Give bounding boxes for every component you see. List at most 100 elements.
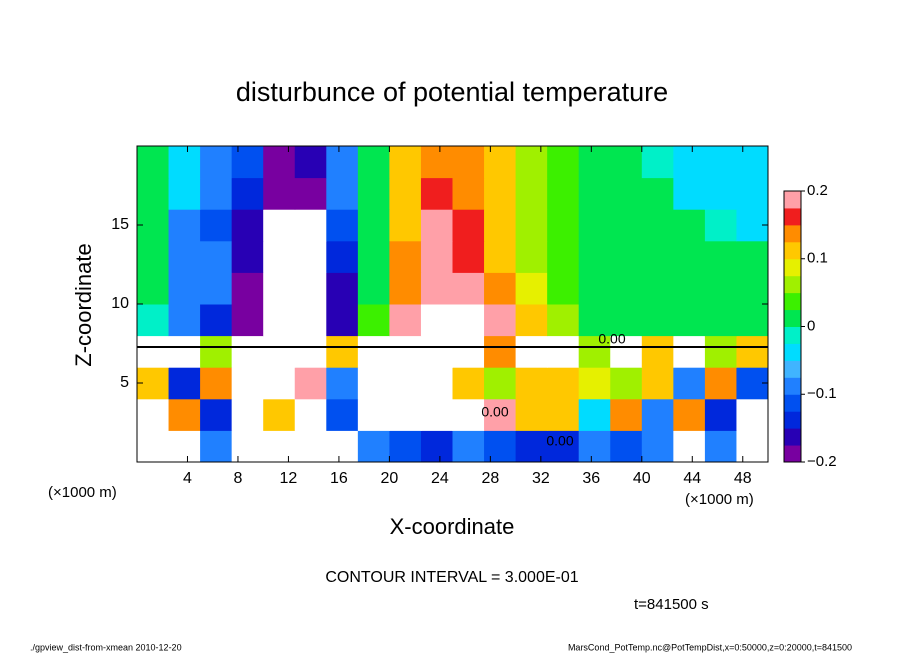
field-cell xyxy=(389,146,422,179)
field-cell xyxy=(547,177,580,210)
field-cell xyxy=(515,177,548,210)
field-cell xyxy=(578,304,611,337)
field-cell xyxy=(168,146,201,179)
contour-label: 0.00 xyxy=(481,404,508,420)
colorbar-band xyxy=(784,360,801,378)
field-cell xyxy=(263,367,296,400)
x-tick-label: 44 xyxy=(683,470,701,487)
field-cell xyxy=(200,240,233,273)
field-cell xyxy=(357,367,390,400)
field-cell xyxy=(673,209,706,242)
field-cell xyxy=(704,240,737,273)
field-cell xyxy=(326,367,359,400)
field-cell xyxy=(420,335,453,368)
field-cell xyxy=(736,398,769,431)
field-cell xyxy=(294,146,327,179)
field-cell xyxy=(452,272,485,305)
y-unit: (×1000 m) xyxy=(48,484,117,501)
colorbar-band xyxy=(784,309,801,327)
field-cell xyxy=(736,177,769,210)
field-cell xyxy=(452,209,485,242)
field-cell xyxy=(420,240,453,273)
field-cell xyxy=(137,304,170,337)
field-cell xyxy=(137,146,170,179)
field-cell xyxy=(641,367,674,400)
field-cell xyxy=(357,272,390,305)
field-cell xyxy=(641,209,674,242)
field-cell xyxy=(263,304,296,337)
field-cell xyxy=(704,272,737,305)
footer-left: ./gpview_dist-from-xmean 2010-12-20 xyxy=(30,642,182,652)
field-cell xyxy=(326,177,359,210)
field-cell xyxy=(641,398,674,431)
field-cell xyxy=(326,240,359,273)
colorbar-band xyxy=(784,207,801,226)
field-cell xyxy=(420,367,453,400)
field-cell xyxy=(294,398,327,431)
field-cell xyxy=(200,272,233,305)
field-cell xyxy=(168,209,201,242)
field-cell xyxy=(263,430,296,463)
x-tick-label: 8 xyxy=(234,470,243,487)
field-cell xyxy=(484,272,517,305)
field-cell xyxy=(420,272,453,305)
field-cell xyxy=(704,146,737,179)
field-cell xyxy=(200,146,233,179)
colorbar-band xyxy=(784,326,801,344)
field-cell xyxy=(294,367,327,400)
field-cell xyxy=(263,240,296,273)
field-cell xyxy=(357,335,390,368)
field-cell xyxy=(137,240,170,273)
field-cell xyxy=(547,272,580,305)
field-cell xyxy=(263,209,296,242)
field-cell xyxy=(294,240,327,273)
field-cell xyxy=(452,240,485,273)
field-cell xyxy=(484,398,517,431)
colorbar-band xyxy=(784,445,801,463)
field-cell xyxy=(357,398,390,431)
field-cell xyxy=(704,304,737,337)
field-cell xyxy=(610,146,643,179)
field-cell xyxy=(168,304,201,337)
field-cell xyxy=(452,367,485,400)
field-cell xyxy=(610,304,643,337)
field-cell xyxy=(484,209,517,242)
field-cell xyxy=(704,177,737,210)
field-cell xyxy=(610,430,643,463)
field-cell xyxy=(547,240,580,273)
field-cell xyxy=(200,367,233,400)
field-cell xyxy=(515,335,548,368)
field-cell xyxy=(389,304,422,337)
field-cell xyxy=(231,146,264,179)
y-tick-label: 15 xyxy=(111,216,129,233)
field-cell xyxy=(294,430,327,463)
field-cell xyxy=(389,177,422,210)
colorbar-band xyxy=(784,224,801,243)
field-cell xyxy=(673,177,706,210)
x-tick-label: 20 xyxy=(381,470,399,487)
x-tick-label: 48 xyxy=(734,470,752,487)
field-cell xyxy=(547,430,580,463)
field-cell xyxy=(231,398,264,431)
field-cell xyxy=(704,430,737,463)
field-cell xyxy=(168,335,201,368)
y-tick-label: 10 xyxy=(111,295,129,312)
y-axis-label: Z-coordinate xyxy=(71,243,96,367)
field-cell xyxy=(357,240,390,273)
field-cell xyxy=(294,272,327,305)
field-cell xyxy=(263,177,296,210)
field-cell xyxy=(641,335,674,368)
field-cell xyxy=(168,272,201,305)
colorbar-tick-label: 0.1 xyxy=(807,250,828,267)
field-cell xyxy=(326,272,359,305)
field-cell xyxy=(515,240,548,273)
colorbar-band xyxy=(784,275,801,294)
field-cell xyxy=(420,304,453,337)
field-cell xyxy=(547,209,580,242)
x-tick-label: 16 xyxy=(330,470,348,487)
colorbar-band xyxy=(784,343,801,361)
field-cell xyxy=(200,430,233,463)
field-cell xyxy=(610,177,643,210)
field-cell xyxy=(200,398,233,431)
